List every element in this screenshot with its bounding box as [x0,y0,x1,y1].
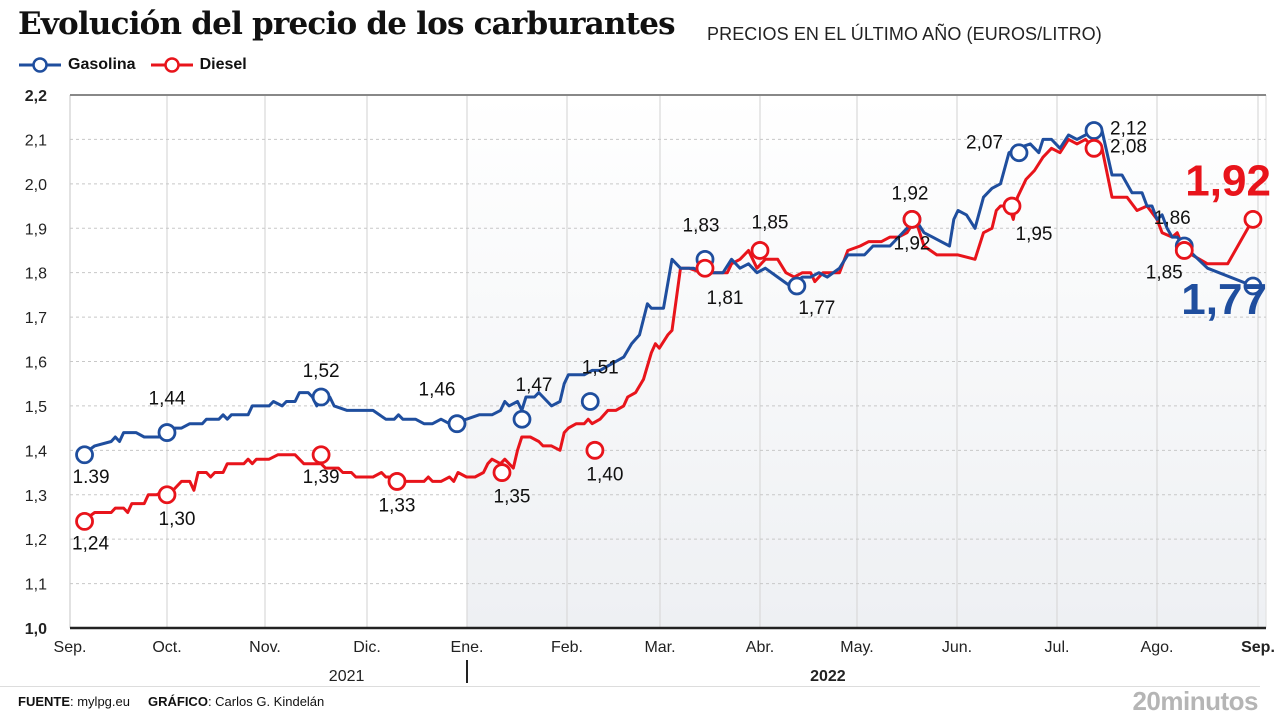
chart-subtitle: PRECIOS EN EL ÚLTIMO AÑO (EUROS/LITRO) [707,24,1102,44]
diesel-marker [75,512,94,531]
x-tick-label: Jul. [1045,639,1070,656]
y-tick-label: 1,4 [25,443,47,460]
footer-credits: FUENTE: mylpg.eu GRÁFICO: Carlos G. Kinde… [18,694,324,709]
x-tick-label: Abr. [746,639,774,656]
diesel-legend-marker-icon [150,57,193,73]
legend-item-diesel: Diesel [150,56,247,74]
x-tick-label: Feb. [551,639,583,656]
diesel-marker [1243,209,1263,229]
diesel-marker [1002,196,1022,216]
diesel-data-label: 1,35 [494,487,531,508]
diesel-data-label: 1,85 [1146,262,1183,283]
gasolina-marker [1084,121,1104,140]
diesel-marker [750,241,770,260]
x-tick-label: Mar. [644,639,675,656]
brand-logo: 20minutos [1132,686,1258,716]
gasolina-data-label: 1,86 [1154,208,1191,229]
diesel-data-label: 1,85 [752,212,789,233]
x-tick-label: Sep. [1241,639,1275,656]
diesel-marker [585,440,605,460]
y-tick-label: 1,1 [25,577,47,594]
gasolina-marker [580,392,600,411]
gasolina-data-label: 1,83 [683,215,720,236]
legend: Gasolina Diesel [18,56,247,74]
diesel-data-label: 1,92 [892,183,929,204]
diesel-marker [1084,138,1104,158]
year-label: 2022 [810,668,846,685]
diesel-data-label: 1,95 [1016,224,1053,245]
diesel-marker [902,209,922,229]
x-tick-label: Dic. [353,639,381,656]
diesel-data-label: 1,24 [72,533,109,554]
x-tick-label: May. [840,639,873,656]
gasolina-data-label: 1,92 [894,233,931,254]
gasolina-data-label: 2,12 [1110,119,1147,140]
gasolina-marker [787,276,807,296]
diesel-marker [695,258,715,278]
gasolina-data-label: 1,51 [582,357,619,378]
y-tick-label: 1,5 [25,399,47,416]
gasolina-marker [447,414,467,434]
gasolina-data-label: 1,47 [516,375,553,396]
diesel-marker [387,472,407,491]
legend-label-diesel: Diesel [199,56,247,73]
y-tick-label: 1,8 [25,266,47,283]
diesel-data-label: 1,30 [159,509,196,530]
legend-item-gasolina: Gasolina [18,56,136,74]
gasolina-marker [157,423,177,442]
y-tick-label: 2,2 [25,88,47,105]
source-label: FUENTE [18,694,70,709]
y-tick-label: 1,3 [25,488,47,505]
x-tick-label: Jun. [942,639,972,656]
gasolina-data-label: 1.39 [73,467,110,488]
x-tick-label: Nov. [249,639,281,656]
diesel-data-label: 1,92 [1185,156,1271,205]
legend-label-gasolina: Gasolina [68,56,136,73]
diesel-data-label: 1,40 [586,464,623,485]
diesel-marker [492,463,512,482]
footer-divider [0,686,1260,687]
gasolina-marker [512,409,532,429]
x-tick-label: Sep. [54,639,87,656]
gasolina-marker [1243,276,1263,296]
diesel-data-label: 1,39 [303,467,340,488]
diesel-data-label: 1,33 [379,495,416,516]
x-tick-label: Oct. [152,639,181,656]
chart-title: Evolución del precio de los carburantes [18,6,676,42]
y-tick-label: 1,7 [25,310,47,327]
diesel-marker [157,485,177,505]
gasolina-data-label: 1,52 [303,361,340,382]
graphic-value: : Carlos G. Kindelán [207,694,325,709]
gasolina-marker [75,445,94,465]
y-tick-label: 1,9 [25,221,47,238]
x-tick-label: Ene. [451,639,484,656]
source-value: : mylpg.eu [70,694,130,709]
gasolina-data-label: 2,07 [966,133,1003,154]
gasolina-data-label: 1,77 [1181,275,1267,324]
x-tick-label: Ago. [1141,639,1174,656]
diesel-marker [311,445,331,465]
gasolina-data-label: 1,46 [419,380,456,401]
diesel-marker [1174,241,1194,260]
line-chart: 1,0 1,1 1,2 1,3 1,4 1,5 1,6 1,7 1,8 1,9 2,0 2,1 2,2 S… [25,88,1275,685]
y-tick-label: 1,0 [25,621,47,638]
year-label: 2021 [329,668,365,685]
gasolina-marker [311,387,331,407]
gasolina-marker [1009,143,1029,163]
y-tick-label: 2,1 [25,132,47,149]
diesel-data-label: 2,08 [1110,136,1147,157]
graphic-label: GRÁFICO [147,694,208,709]
y-tick-label: 1,2 [25,532,47,549]
gasolina-line [80,129,1255,457]
diesel-line [80,137,1255,523]
gasolina-data-label: 1,44 [149,389,186,410]
gasolina-data-label: 1,77 [798,298,835,319]
diesel-data-label: 1,81 [707,288,744,309]
y-tick-label: 1,6 [25,355,47,372]
y-tick-label: 2,0 [25,177,47,194]
gasolina-legend-marker-icon [19,57,61,73]
